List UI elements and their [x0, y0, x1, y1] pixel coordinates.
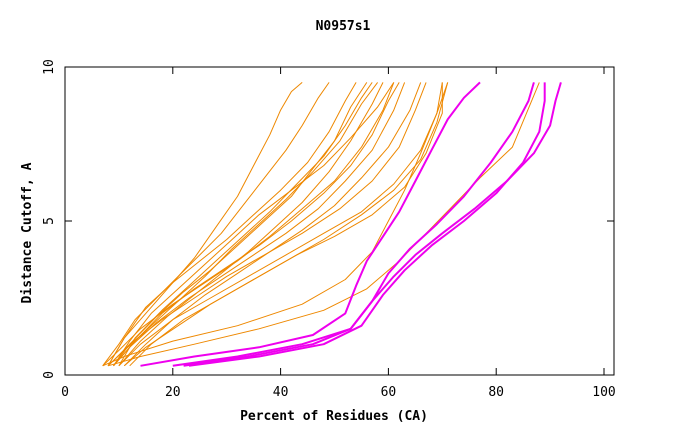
series-line-orange-17	[102, 82, 443, 367]
series-line-orange-15	[123, 82, 449, 367]
series-line-orange-10	[118, 82, 449, 367]
series-line-orange-14	[107, 82, 357, 367]
x-tick-label: 40	[273, 385, 289, 400]
y-tick-label: 0	[42, 371, 57, 379]
series-line-magenta-4	[183, 82, 562, 367]
x-axis-label: Percent of Residues (CA)	[240, 409, 428, 424]
series-line-orange-13	[118, 82, 373, 367]
axis-ticks: 0 20 40 60 80 100 0 5 10	[42, 59, 616, 400]
series-line-orange-12	[113, 82, 400, 367]
y-axis-label: Distance Cutoff, A	[20, 162, 35, 303]
chart-title: N0957s1	[316, 19, 371, 34]
x-tick-label: 80	[488, 385, 504, 400]
y-tick-label: 5	[42, 217, 57, 225]
series-line-magenta-2	[172, 82, 535, 367]
series-layer	[102, 81, 562, 367]
x-tick-label: 0	[61, 385, 69, 400]
series-line-magenta-1	[140, 81, 481, 367]
series-line-magenta-3	[188, 82, 546, 367]
x-tick-label: 100	[592, 385, 615, 400]
x-tick-label: 60	[381, 385, 397, 400]
y-tick-label: 10	[42, 59, 57, 75]
series-line-orange-4	[118, 82, 384, 367]
series-line-orange-9	[107, 82, 427, 367]
series-line-orange-1	[102, 82, 330, 367]
x-tick-label: 20	[165, 385, 181, 400]
series-line-orange-16	[113, 82, 395, 367]
series-line-orange-11	[129, 82, 443, 367]
series-line-orange-2	[107, 82, 303, 367]
series-line-orange-18	[107, 82, 540, 367]
series-line-orange-8	[123, 82, 422, 367]
